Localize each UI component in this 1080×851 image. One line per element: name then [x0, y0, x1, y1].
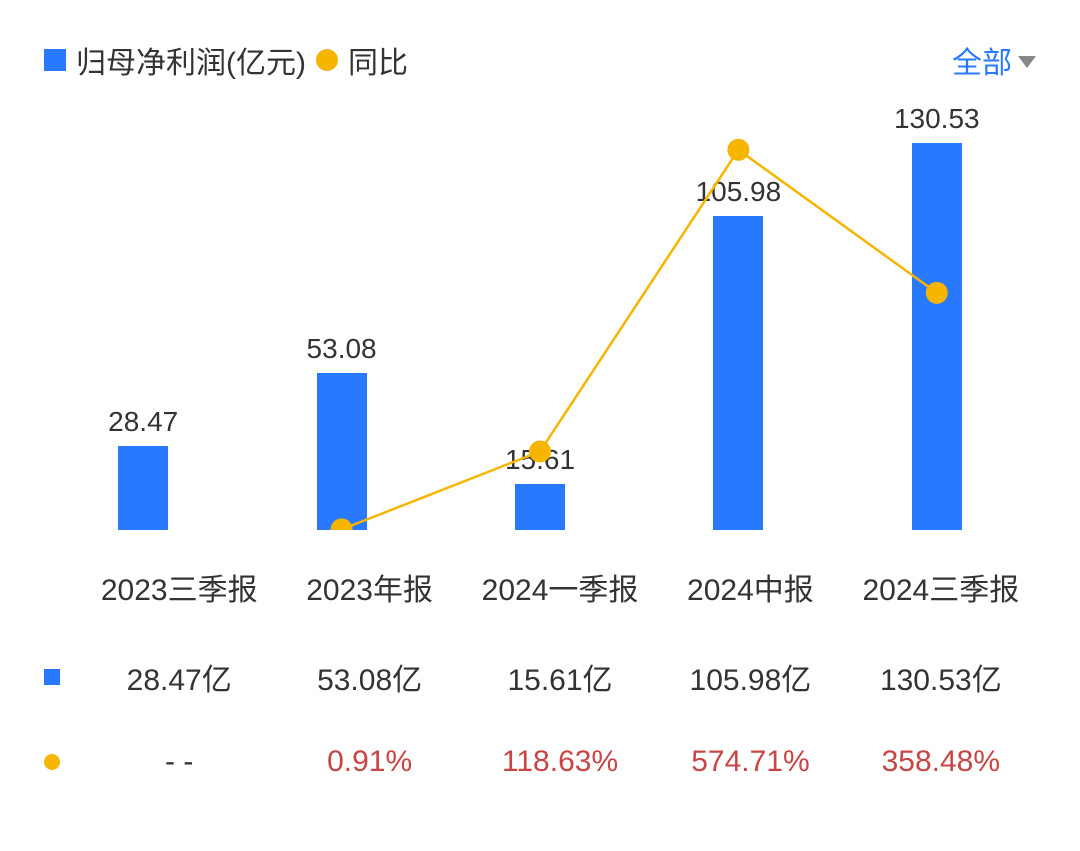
bar-value-label: 28.47	[63, 406, 223, 438]
bar-value-label: 15.61	[460, 444, 620, 476]
row-marker-line	[44, 754, 84, 770]
legend-item-bar: 归母净利润(亿元)	[44, 38, 306, 82]
bar	[713, 216, 763, 530]
profit-cell: 28.47亿	[84, 655, 274, 699]
period-dropdown[interactable]: 全部	[952, 38, 1036, 82]
legend-item-line: 同比	[316, 38, 408, 82]
yoy-line	[342, 150, 937, 530]
xaxis-row: 2023三季报2023年报2024一季报2024中报2024三季报	[44, 565, 1036, 609]
square-icon	[44, 669, 60, 685]
yoy-marker	[727, 139, 749, 161]
profit-cell: 130.53亿	[846, 655, 1036, 699]
xaxis-label: 2024中报	[655, 565, 845, 609]
xaxis-label: 2023年报	[274, 565, 464, 609]
bar	[912, 143, 962, 530]
bar-value-label: 130.53	[857, 103, 1017, 135]
legend-square-icon	[44, 49, 66, 71]
yoy-cell: - -	[84, 745, 274, 779]
bar	[317, 373, 367, 530]
yoy-cell: 118.63%	[465, 745, 655, 779]
legend-dot-icon	[316, 49, 338, 71]
data-row-profit: 28.47亿53.08亿15.61亿105.98亿130.53亿	[44, 655, 1036, 699]
bar	[118, 446, 168, 530]
bar	[515, 484, 565, 530]
bar-value-label: 53.08	[262, 333, 422, 365]
header: 归母净利润(亿元) 同比 全部	[44, 38, 1036, 82]
yoy-cell: 574.71%	[655, 745, 845, 779]
xaxis-label: 2024三季报	[846, 565, 1036, 609]
chart-area: 28.47 53.08 15.61 105.98 130.53	[44, 100, 1036, 530]
xaxis-label: 2024一季报	[465, 565, 655, 609]
bar-value-label: 105.98	[658, 176, 818, 208]
profit-cell: 15.61亿	[465, 655, 655, 699]
yoy-cell: 358.48%	[846, 745, 1036, 779]
dropdown-label: 全部	[952, 38, 1012, 82]
legend-line-label: 同比	[348, 38, 408, 82]
row-marker-bar	[44, 669, 84, 685]
xaxis-label: 2023三季报	[84, 565, 274, 609]
yoy-cell: 0.91%	[274, 745, 464, 779]
legend-bar-label: 归母净利润(亿元)	[76, 38, 306, 82]
dot-icon	[44, 754, 60, 770]
profit-cell: 105.98亿	[655, 655, 845, 699]
profit-cell: 53.08亿	[274, 655, 464, 699]
data-row-yoy: - -0.91%118.63%574.71%358.48%	[44, 745, 1036, 779]
chevron-down-icon	[1018, 56, 1036, 68]
legend: 归母净利润(亿元) 同比	[44, 38, 408, 82]
